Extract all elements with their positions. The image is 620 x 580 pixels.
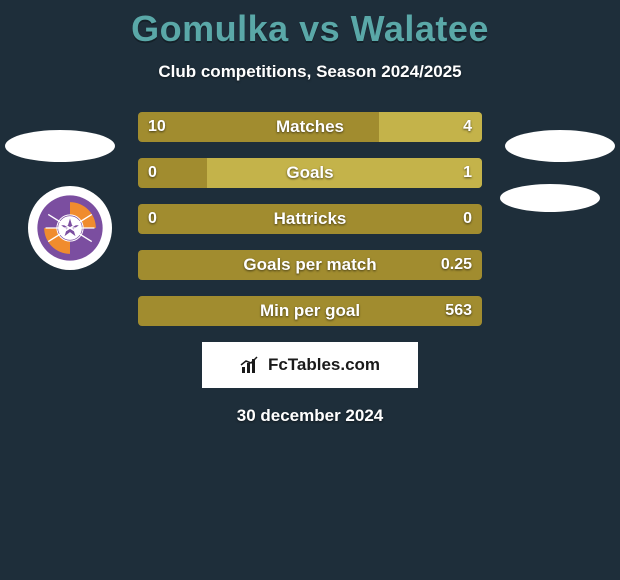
team-logo-left — [28, 186, 112, 270]
bar-label: Goals per match — [138, 250, 482, 280]
comparison-panel: Matches104Goals01Hattricks00Goals per ma… — [0, 112, 620, 426]
bar-row: Goals0 1 — [138, 158, 482, 188]
bar-value-left: 0 — [148, 158, 157, 188]
avatar-placeholder-right-1 — [505, 130, 615, 162]
date-label: 30 december 2024 — [0, 406, 620, 426]
brand-box: FcTables.com — [202, 342, 418, 388]
bar-label: Hattricks — [138, 204, 482, 234]
perth-glory-logo-icon — [36, 194, 104, 262]
bar-value-right: 563 — [445, 296, 472, 326]
bar-value-right: 4 — [463, 112, 472, 142]
bar-row: Matches10 4 — [138, 112, 482, 142]
chart-icon — [240, 355, 262, 375]
avatar-placeholder-right-2 — [500, 184, 600, 212]
brand-text: FcTables.com — [268, 355, 380, 375]
bar-row: Hattricks0 0 — [138, 204, 482, 234]
page-title: Gomulka vs Walatee — [0, 0, 620, 50]
bar-value-left: 0 — [148, 204, 157, 234]
bar-value-right: 1 — [463, 158, 472, 188]
bar-value-left: 10 — [148, 112, 166, 142]
avatar-placeholder-left — [5, 130, 115, 162]
bar-value-right: 0.25 — [441, 250, 472, 280]
bar-row: Min per goal563 — [138, 296, 482, 326]
bar-label: Min per goal — [138, 296, 482, 326]
bar-row: Goals per match0.25 — [138, 250, 482, 280]
bar-value-right: 0 — [463, 204, 472, 234]
comparison-bars: Matches104Goals01Hattricks00Goals per ma… — [138, 112, 482, 326]
bar-label: Matches — [138, 112, 482, 142]
page-subtitle: Club competitions, Season 2024/2025 — [0, 62, 620, 82]
bar-label: Goals — [138, 158, 482, 188]
